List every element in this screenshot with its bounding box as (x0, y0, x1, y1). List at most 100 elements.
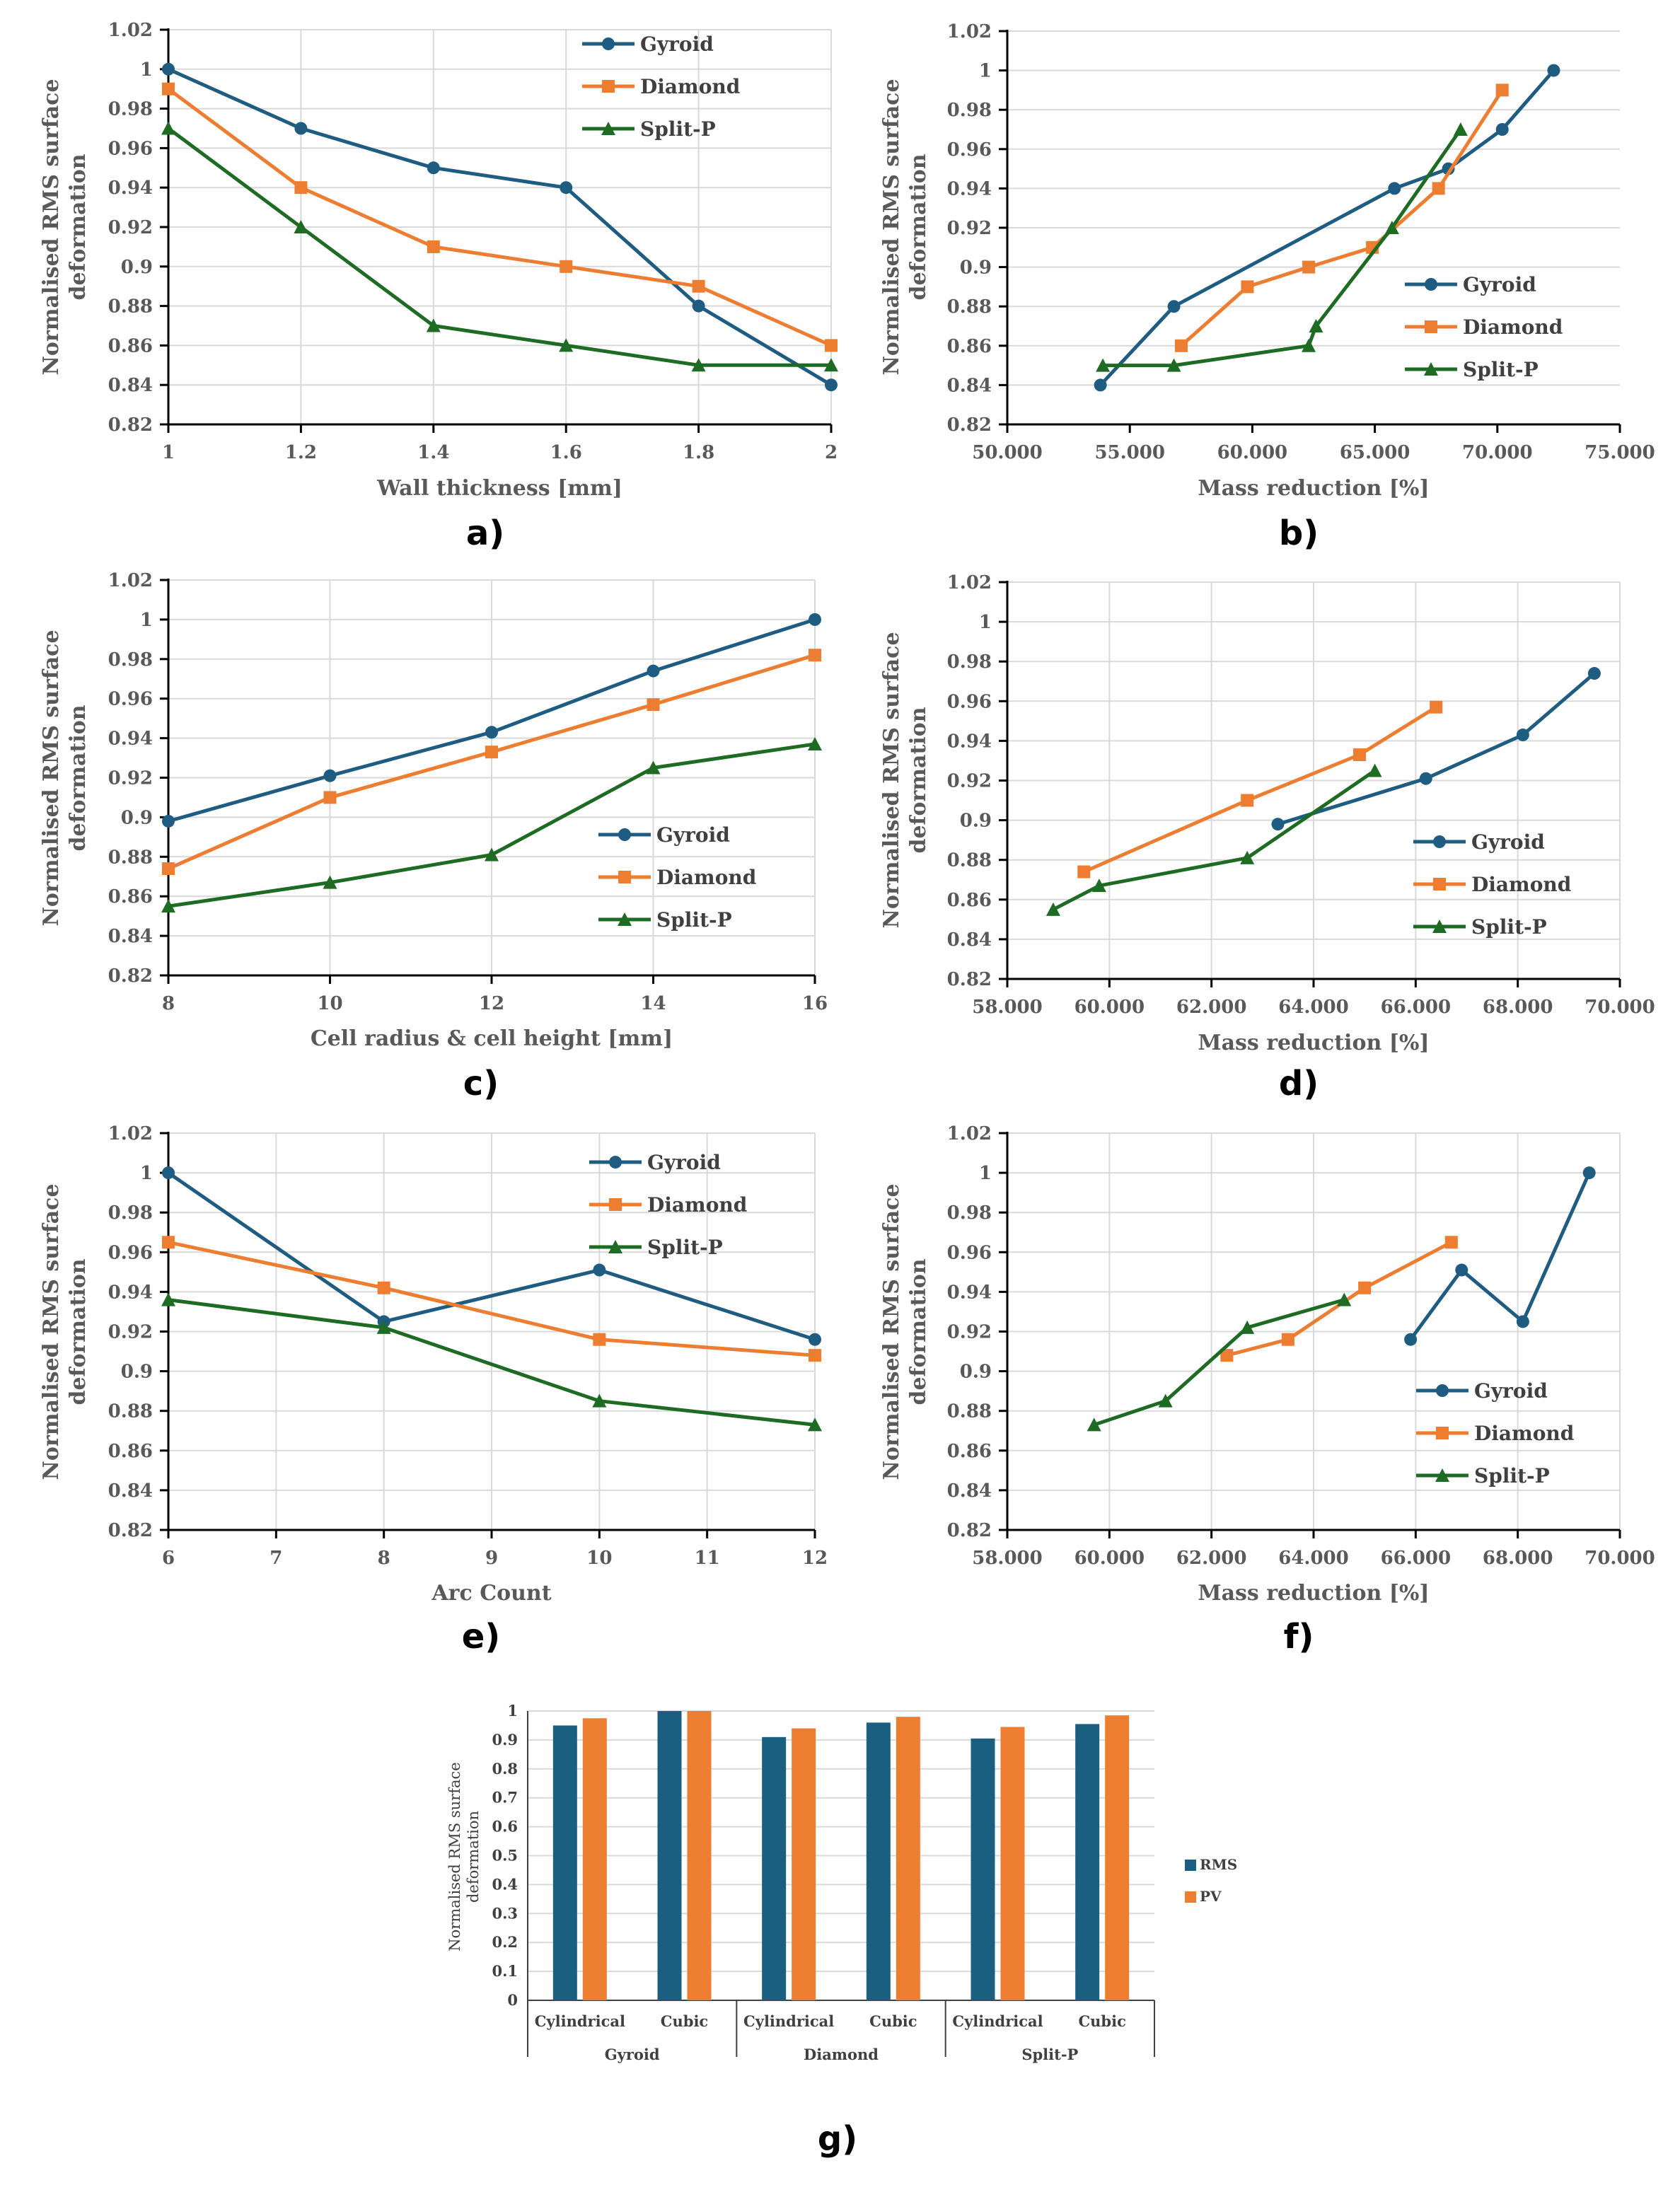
data-point-split-p (323, 875, 337, 889)
y-tick-label: 0.9 (960, 1362, 992, 1383)
x-tick-label: 68.000 (1483, 1548, 1553, 1569)
legend-marker (608, 1240, 622, 1253)
bar-pv (582, 1718, 607, 2000)
data-point-split-p (1096, 358, 1111, 372)
data-point-split-p (691, 358, 706, 372)
data-point-diamond (560, 260, 573, 273)
y-tick-label: 1.02 (947, 21, 992, 42)
panel-label: e) (462, 1617, 501, 1657)
data-point-split-p (646, 760, 661, 775)
data-point-diamond (825, 339, 838, 352)
y-tick-label: 0.96 (947, 139, 992, 161)
panel-label: a) (466, 514, 504, 553)
y-tick-label: 0.82 (947, 1520, 992, 1541)
legend-label: Gyroid (1474, 1379, 1548, 1403)
y-tick-label: 0.98 (108, 1202, 153, 1224)
data-point-diamond (1220, 1349, 1234, 1362)
y-tick-label: 0.98 (108, 99, 153, 120)
series-line-diamond (167, 87, 833, 347)
legend-swatch (1185, 1860, 1196, 1871)
y-tick-label: 0.94 (108, 1282, 153, 1303)
x-tick-label: 62.000 (1176, 997, 1247, 1018)
panel-label: d) (1279, 1064, 1319, 1103)
y-axis-title-line: Normalised RMS surface (879, 1183, 904, 1480)
y-tick-label: 0.84 (947, 929, 992, 951)
data-point-diamond (593, 1333, 606, 1346)
x-tick-label: 6 (162, 1548, 175, 1569)
y-tick-label: 0.94 (947, 1282, 992, 1303)
data-point-gyroid (1404, 1333, 1418, 1346)
data-point-split-p (1087, 1417, 1101, 1432)
x-tick-label: 66.000 (1381, 997, 1452, 1018)
data-point-gyroid (1455, 1263, 1468, 1277)
legend-marker (1432, 920, 1447, 933)
y-tick-label: 1 (979, 1163, 992, 1184)
y-tick-label: 0.88 (108, 1401, 153, 1422)
y-tick-label: 1 (507, 1702, 518, 1720)
data-point-split-p (1045, 902, 1060, 916)
data-point-diamond (323, 791, 337, 804)
data-point-gyroid (162, 814, 175, 828)
x-axis-title: Mass reduction [%] (1198, 476, 1429, 501)
category-label: Cubic (869, 2012, 917, 2030)
category-label: Cubic (661, 2012, 708, 2030)
data-point-diamond (809, 649, 821, 662)
data-point-gyroid (1587, 667, 1601, 680)
series-line-diamond (168, 1240, 816, 1357)
chart-f: 0.82 0.84 0.86 0.88 0.9 0.92 0.94 0.96 0.98 1 1.02… (879, 1123, 1655, 1657)
data-point-split-p (1367, 763, 1382, 777)
x-tick-label: 75.000 (1585, 442, 1655, 463)
bar-pv (792, 1728, 816, 2000)
y-tick-label: 0.9 (492, 1731, 518, 1749)
bar-rms (762, 1736, 787, 2000)
y-tick-label: 0.92 (108, 1322, 153, 1343)
bar-rms (552, 1725, 577, 2000)
data-point-gyroid (1516, 728, 1529, 741)
data-point-diamond (294, 181, 308, 195)
data-point-split-p (1384, 221, 1399, 234)
y-tick-label: 0 (507, 1991, 518, 2009)
y-tick-label: 0.96 (108, 689, 153, 710)
series-line-gyroid (1409, 1172, 1591, 1341)
bar-rms (1075, 1724, 1100, 2000)
data-point-split-p (1240, 850, 1255, 864)
data-point-gyroid (692, 299, 705, 313)
data-point-gyroid (294, 122, 308, 135)
x-axis-title: Cell radius & cell height [mm] (311, 1026, 673, 1051)
y-tick-label: 0.92 (108, 768, 153, 789)
y-tick-label: 1 (140, 59, 153, 81)
y-tick-label: 0.88 (108, 847, 153, 868)
chart-e: 0.82 0.84 0.86 0.88 0.9 0.92 0.94 0.96 0.98 1 1.02… (39, 1123, 828, 1657)
data-point-split-p (1158, 1393, 1173, 1408)
y-tick-label: 0.96 (108, 1242, 153, 1263)
legend-marker (618, 912, 632, 926)
legend-label: Split-P (640, 117, 716, 141)
data-point-gyroid (1582, 1166, 1596, 1180)
data-point-diamond (647, 698, 660, 712)
data-point-gyroid (1271, 818, 1285, 831)
y-tick-label: 1.02 (947, 1123, 992, 1144)
y-tick-label: 0.86 (108, 335, 153, 356)
data-point-split-p (592, 1393, 607, 1408)
y-tick-label: 0.92 (947, 1322, 992, 1343)
y-axis-title: Normalised RMS surfacedeformation (446, 1762, 482, 1951)
chart-a: 0.82 0.84 0.86 0.88 0.9 0.92 0.94 0.96 0.98 1 1.02… (39, 20, 838, 553)
data-point-split-p (1309, 319, 1323, 332)
data-point-split-p (161, 121, 175, 135)
y-tick-label: 0.92 (108, 217, 153, 238)
data-point-split-p (808, 736, 822, 750)
y-tick-label: 0.84 (108, 375, 153, 396)
y-axis-title-line: Normalised RMS surface (879, 632, 904, 928)
data-point-diamond (1281, 1333, 1294, 1346)
y-tick-label: 0.98 (947, 100, 992, 121)
chart-g: 0 0.1 0.2 0.3 0.4 0.5 0.6 0.7 0.8 0.9 1 Cylindrical… (446, 1702, 1237, 2159)
data-point-gyroid (1547, 64, 1560, 77)
x-tick-label: 66.000 (1381, 1548, 1452, 1569)
bar-rms (657, 1711, 682, 2000)
bar-rms (866, 1722, 891, 2000)
y-tick-label: 0.9 (121, 807, 153, 828)
y-tick-label: 0.86 (947, 1441, 992, 1462)
y-tick-label: 1 (140, 610, 153, 631)
